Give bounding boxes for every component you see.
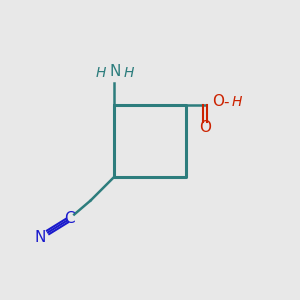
Text: O: O [199,120,211,135]
Text: C: C [64,211,75,226]
Text: H: H [231,95,242,109]
Text: -: - [224,94,229,110]
Text: O: O [212,94,224,110]
Text: N: N [34,230,46,245]
Text: H: H [123,66,134,80]
Text: H: H [96,66,106,80]
Text: N: N [109,64,121,79]
